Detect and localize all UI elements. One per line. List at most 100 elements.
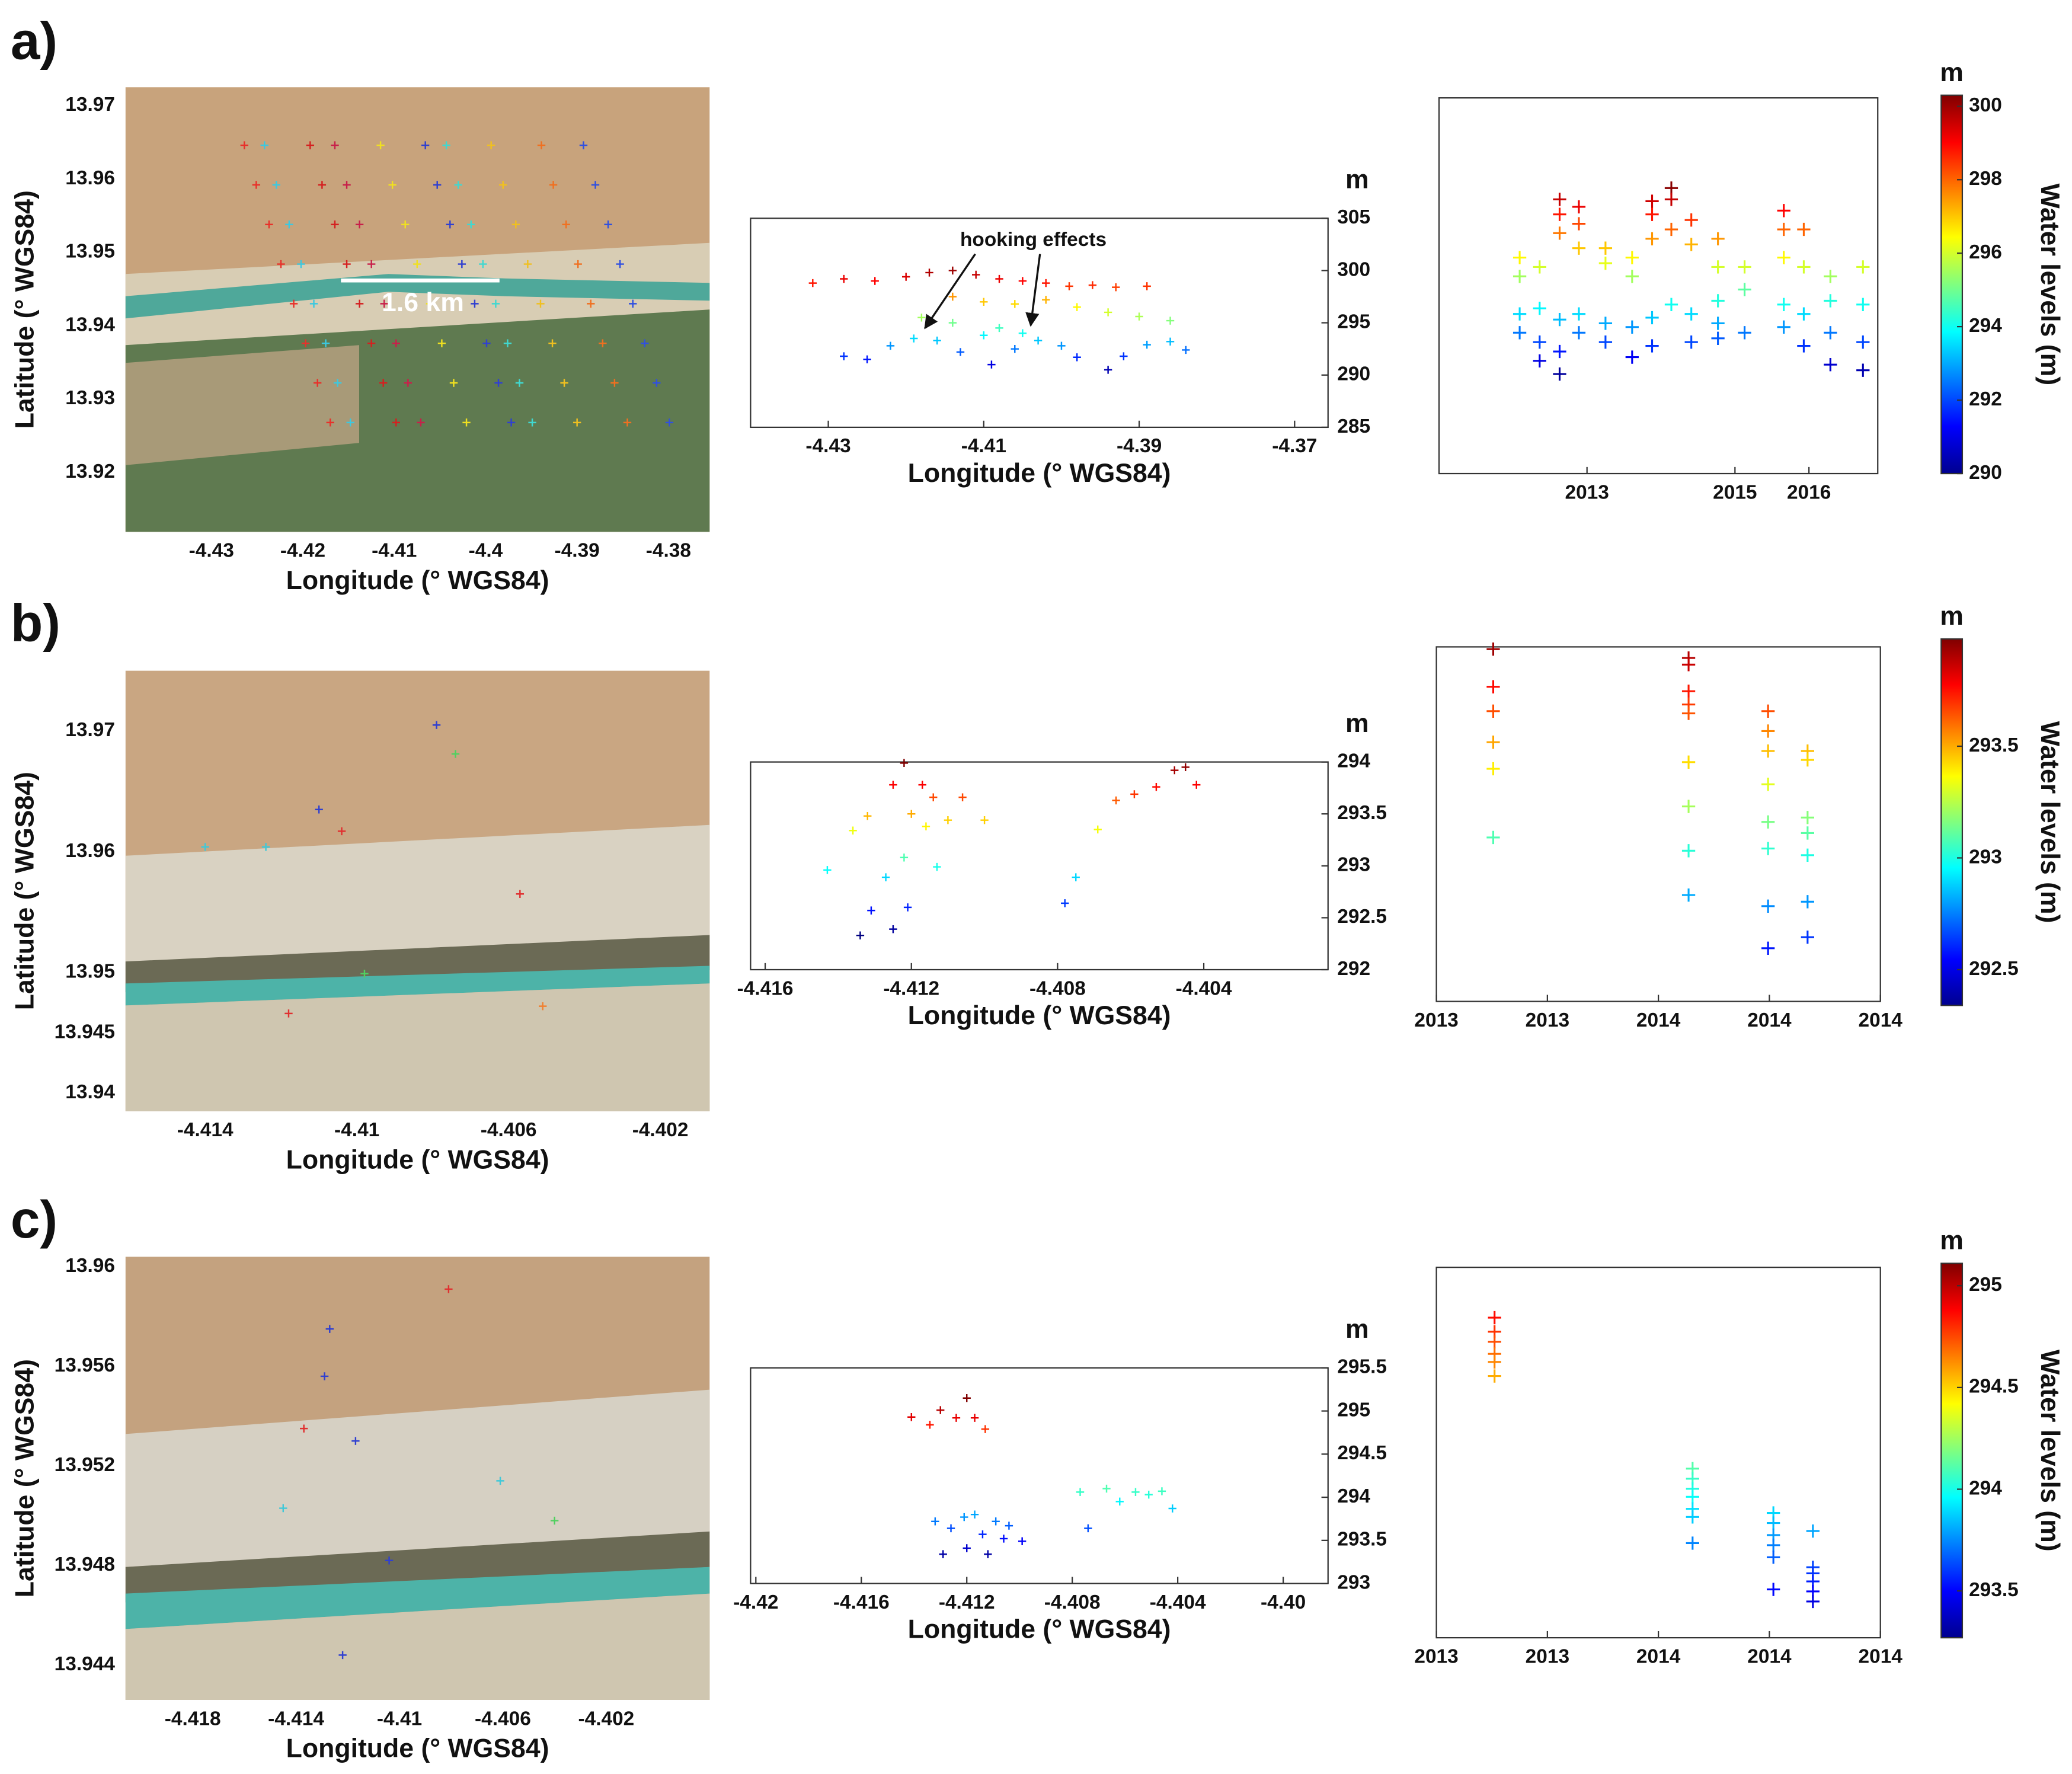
- data-point: [1130, 790, 1139, 798]
- data-point: [970, 1414, 979, 1422]
- data-point: [1533, 354, 1546, 368]
- map-point: [599, 339, 607, 347]
- map-point: [454, 181, 462, 189]
- data-point: [926, 1421, 934, 1429]
- x-tick-label: -4.404: [1150, 1591, 1206, 1613]
- x-tick-label: -4.41: [372, 540, 417, 562]
- data-point: [1057, 341, 1066, 350]
- map-point: [413, 260, 421, 269]
- map-imagery: [125, 1567, 710, 1629]
- data-point: [987, 360, 996, 369]
- map-point: [346, 418, 354, 427]
- data-point: [1131, 1488, 1140, 1497]
- y-tick-label: 13.948: [55, 1554, 115, 1575]
- data-point: [1681, 755, 1696, 769]
- colorbar-tick-label: 295: [1969, 1274, 2002, 1296]
- data-point: [1777, 298, 1790, 311]
- data-point: [1664, 193, 1678, 206]
- map-point: [451, 750, 460, 758]
- x-axis-label: Longitude (° WGS84): [286, 1734, 549, 1763]
- data-point: [856, 931, 865, 939]
- map-point: [417, 418, 425, 427]
- data-point: [1797, 339, 1811, 353]
- y-tick-label: 300: [1337, 258, 1370, 280]
- map-point: [516, 890, 525, 898]
- map-point: [326, 418, 334, 427]
- map-point: [433, 181, 442, 189]
- data-point: [1486, 642, 1500, 656]
- data-point: [1104, 366, 1112, 374]
- data-point: [1018, 329, 1027, 337]
- data-point: [1801, 848, 1815, 862]
- data-point: [1824, 294, 1837, 308]
- data-point: [979, 1530, 987, 1539]
- panel-label: c): [11, 1190, 57, 1249]
- map-point: [333, 379, 342, 387]
- data-point: [1777, 222, 1790, 236]
- data-point: [1761, 704, 1775, 718]
- data-point: [947, 1524, 955, 1533]
- data-point: [1824, 270, 1837, 283]
- data-point: [1686, 1510, 1699, 1524]
- data-point: [972, 270, 980, 279]
- data-point: [1645, 311, 1659, 325]
- x-tick-label: -4.38: [646, 540, 691, 562]
- data-point: [1598, 256, 1613, 270]
- data-point: [1572, 307, 1586, 321]
- colorbar-tick-label: 293.5: [1969, 734, 2019, 756]
- colorbar-label: Water levels (m): [2035, 721, 2064, 923]
- map-point: [315, 806, 323, 814]
- x-tick-label: 2014: [1859, 1645, 1903, 1667]
- data-point: [1486, 736, 1500, 749]
- data-point: [1088, 281, 1097, 289]
- data-point: [1806, 1524, 1820, 1538]
- map-point: [376, 141, 385, 149]
- y-tick-label: 295.5: [1337, 1356, 1387, 1378]
- data-point: [889, 925, 897, 934]
- map-point: [343, 260, 351, 269]
- data-point: [980, 298, 988, 306]
- data-point: [1572, 326, 1586, 340]
- y-tick-label: 13.93: [65, 387, 115, 409]
- map-point: [499, 181, 507, 189]
- data-point: [1645, 339, 1659, 353]
- x-tick-label: -4.414: [177, 1119, 234, 1141]
- data-point: [1767, 1551, 1780, 1564]
- x-tick-label: -4.418: [165, 1708, 221, 1730]
- data-point: [1664, 181, 1678, 195]
- data-point: [1486, 762, 1500, 776]
- data-point: [1856, 335, 1870, 349]
- data-point: [936, 1406, 945, 1414]
- data-point: [1761, 778, 1775, 791]
- map-point: [306, 141, 315, 149]
- data-point: [1065, 282, 1073, 290]
- x-tick-label: -4.402: [578, 1708, 634, 1730]
- data-point: [1806, 1594, 1820, 1609]
- data-point: [871, 277, 879, 285]
- data-point: [1011, 300, 1019, 308]
- data-point: [992, 1517, 1000, 1526]
- map-point: [338, 1651, 347, 1660]
- x-tick-label: -4.40: [1261, 1591, 1306, 1613]
- data-point: [1553, 207, 1566, 221]
- data-point: [1011, 344, 1019, 353]
- map-point: [574, 260, 582, 269]
- data-point: [1553, 367, 1566, 381]
- x-tick-label: -4.39: [1117, 435, 1162, 457]
- data-point: [1005, 1522, 1013, 1530]
- data-point: [1777, 251, 1790, 264]
- data-point: [933, 862, 941, 871]
- map-point: [442, 141, 450, 149]
- colorbar: [1940, 94, 1964, 475]
- data-point: [939, 1550, 947, 1558]
- data-point: [1192, 781, 1201, 789]
- data-point: [1824, 326, 1837, 340]
- data-point: [995, 324, 1003, 333]
- data-point: [1645, 194, 1659, 208]
- y-tick-label: 13.95: [65, 960, 115, 982]
- map-point: [355, 220, 364, 229]
- data-point: [925, 269, 933, 277]
- map-point: [528, 418, 536, 427]
- map-point: [385, 1556, 394, 1565]
